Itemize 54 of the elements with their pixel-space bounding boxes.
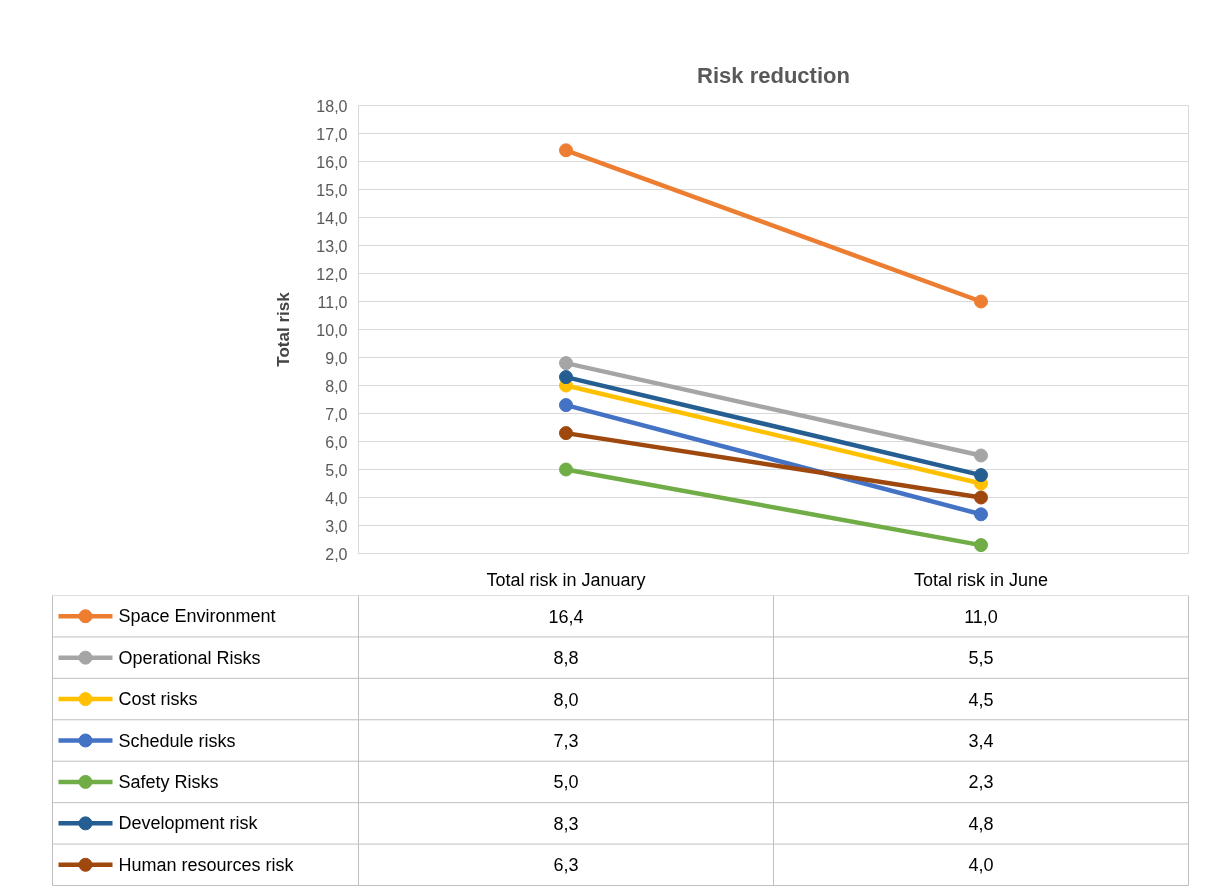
legend-label: Human resources risk xyxy=(118,854,295,875)
y-tick-label: 9,0 xyxy=(325,349,348,367)
data-label: 11,0 xyxy=(964,606,998,627)
x-tick-label: Total risk in June xyxy=(913,569,1049,590)
point xyxy=(974,538,988,553)
y-tick-label: 6,0 xyxy=(325,433,348,451)
point xyxy=(974,468,988,483)
y-tick-label: 17,0 xyxy=(316,125,348,143)
legend-label: Operational Risks xyxy=(118,647,261,668)
y-tick-label: 2,0 xyxy=(325,545,348,563)
point xyxy=(559,356,573,371)
data-label: 2,3 xyxy=(968,772,994,793)
y-tick-label: 14,0 xyxy=(316,209,348,227)
point xyxy=(974,490,988,505)
data-label: 4,0 xyxy=(968,855,994,876)
legend-label: Space Environment xyxy=(118,606,276,627)
data-label: 3,4 xyxy=(968,731,994,751)
y-tick-label: 8,0 xyxy=(325,377,348,395)
point xyxy=(974,448,988,463)
y-tick-label: 15,0 xyxy=(316,181,348,199)
y-tick-label: 5,0 xyxy=(325,461,348,479)
legend-label: Safety Risks xyxy=(118,771,219,792)
data-label: 4,8 xyxy=(968,813,994,834)
y-tick-label: 11,0 xyxy=(317,293,348,311)
data-label: 8,3 xyxy=(553,813,579,834)
y-tick-label: 18,0 xyxy=(316,97,348,115)
data-label: 4,5 xyxy=(968,689,994,710)
data-label: 8,0 xyxy=(553,689,579,710)
point xyxy=(559,398,573,413)
y-tick-label: 3,0 xyxy=(325,517,348,535)
y-tick-label: 12,0 xyxy=(316,265,348,283)
legend-label: Cost risks xyxy=(118,689,198,710)
point xyxy=(974,507,988,522)
data-label: 6,3 xyxy=(553,855,579,876)
data-label: 8,8 xyxy=(553,648,579,669)
y-tick-label: 10,0 xyxy=(316,321,348,339)
data-label: 16,4 xyxy=(548,606,584,627)
point xyxy=(974,294,988,309)
point xyxy=(559,426,573,441)
y-tick-label: 16,0 xyxy=(316,153,348,171)
y-tick-label: 13,0 xyxy=(316,237,348,255)
x-tick-label: Total risk in January xyxy=(486,569,646,590)
legend-label: Schedule risks xyxy=(118,730,236,751)
point xyxy=(559,462,573,477)
data-label: 5,5 xyxy=(968,648,994,669)
y-axis-title: Total risk xyxy=(274,291,294,367)
data-label: 7,3 xyxy=(553,731,579,751)
point xyxy=(559,143,573,158)
chart-title: Risk reduction xyxy=(697,63,850,88)
data-label: 5,0 xyxy=(553,772,579,793)
y-tick-label: 4,0 xyxy=(325,489,348,507)
y-tick-label: 7,0 xyxy=(325,405,348,423)
legend-label: Development risk xyxy=(118,813,259,834)
point xyxy=(559,370,573,385)
